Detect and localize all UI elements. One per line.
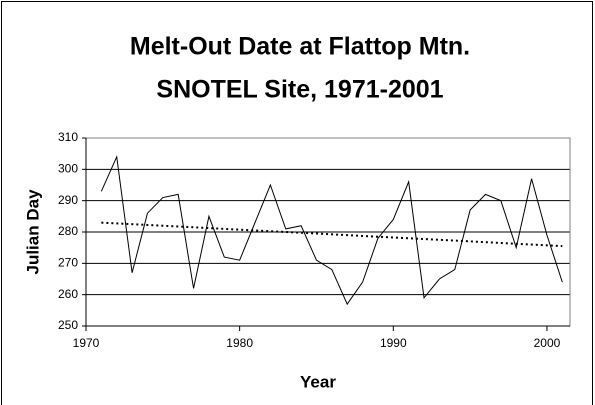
data-line [100, 154, 563, 306]
y-tick-label: 310 [58, 130, 78, 144]
y-tick-label: 290 [58, 193, 78, 207]
y-tick-label: 300 [58, 162, 78, 176]
y-tick-label: 250 [58, 318, 78, 332]
trend-line [101, 221, 563, 248]
x-tick-label: 2000 [534, 336, 561, 350]
x-tick-label: 1990 [380, 336, 407, 350]
y-axis-label: Julian Day [23, 189, 42, 275]
x-tick-label: 1980 [226, 336, 253, 350]
y-tick-label: 280 [58, 224, 78, 238]
y-tick-label: 260 [58, 287, 78, 301]
chart-title: SNOTEL Site, 1971-2001 [156, 76, 443, 104]
y-tick-label: 270 [58, 256, 78, 270]
x-axis-label: Year [300, 372, 336, 391]
x-tick-label: 1970 [73, 336, 100, 350]
chart-title: Melt-Out Date at Flattop Mtn. [130, 33, 470, 61]
